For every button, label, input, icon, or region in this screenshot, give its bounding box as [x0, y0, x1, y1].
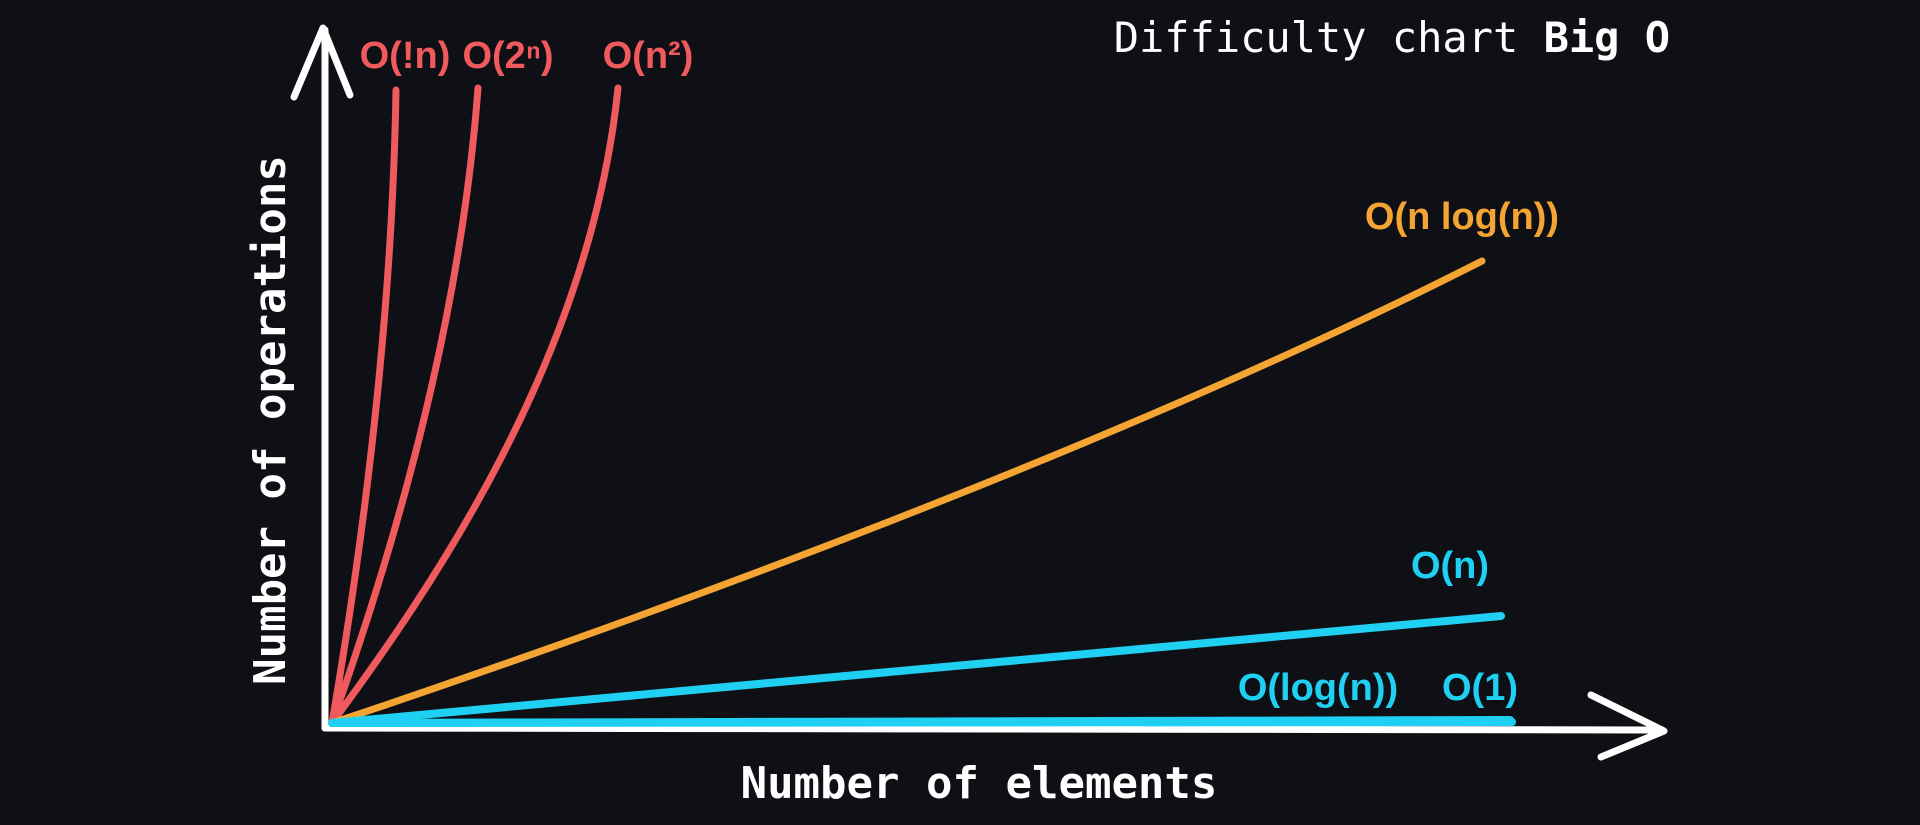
series-labels: O(!n) O(2ⁿ) O(n²) O(n log(n)) O(n) O(log(n)) O… — [360, 35, 1559, 709]
y-axis-label: Number of operations — [245, 155, 296, 685]
series-label-linear: O(n) — [1411, 545, 1489, 587]
series-label-exponential: O(2ⁿ) — [462, 35, 553, 77]
series-line-linearithmic — [328, 257, 1486, 727]
y-axis-arrowhead — [290, 24, 354, 101]
x-axis-label: Number of elements — [741, 758, 1218, 809]
series-label-linearithmic: O(n log(n)) — [1365, 196, 1559, 238]
chart-title-regular: Difficulty chart — [1114, 13, 1519, 62]
series-line-constant — [328, 718, 1516, 727]
series-line-factorial — [328, 86, 400, 727]
x-axis-line — [321, 724, 1666, 734]
series-label-constant: O(1) — [1442, 667, 1518, 709]
series-line-quadratic — [328, 84, 622, 727]
chart-title-bold: Big O — [1544, 13, 1670, 62]
series-label-logarithmic: O(log(n)) — [1238, 667, 1398, 709]
axes — [290, 24, 1668, 761]
series-line-linear — [328, 612, 1505, 727]
x-axis-arrowhead — [1587, 691, 1668, 761]
series-label-factorial: O(!n) — [360, 35, 451, 77]
series-line-exponential — [328, 84, 482, 727]
series-label-quadratic: O(n²) — [603, 35, 694, 77]
series-group — [328, 84, 1516, 727]
chart-title: Difficulty chart Big O — [1114, 13, 1670, 62]
